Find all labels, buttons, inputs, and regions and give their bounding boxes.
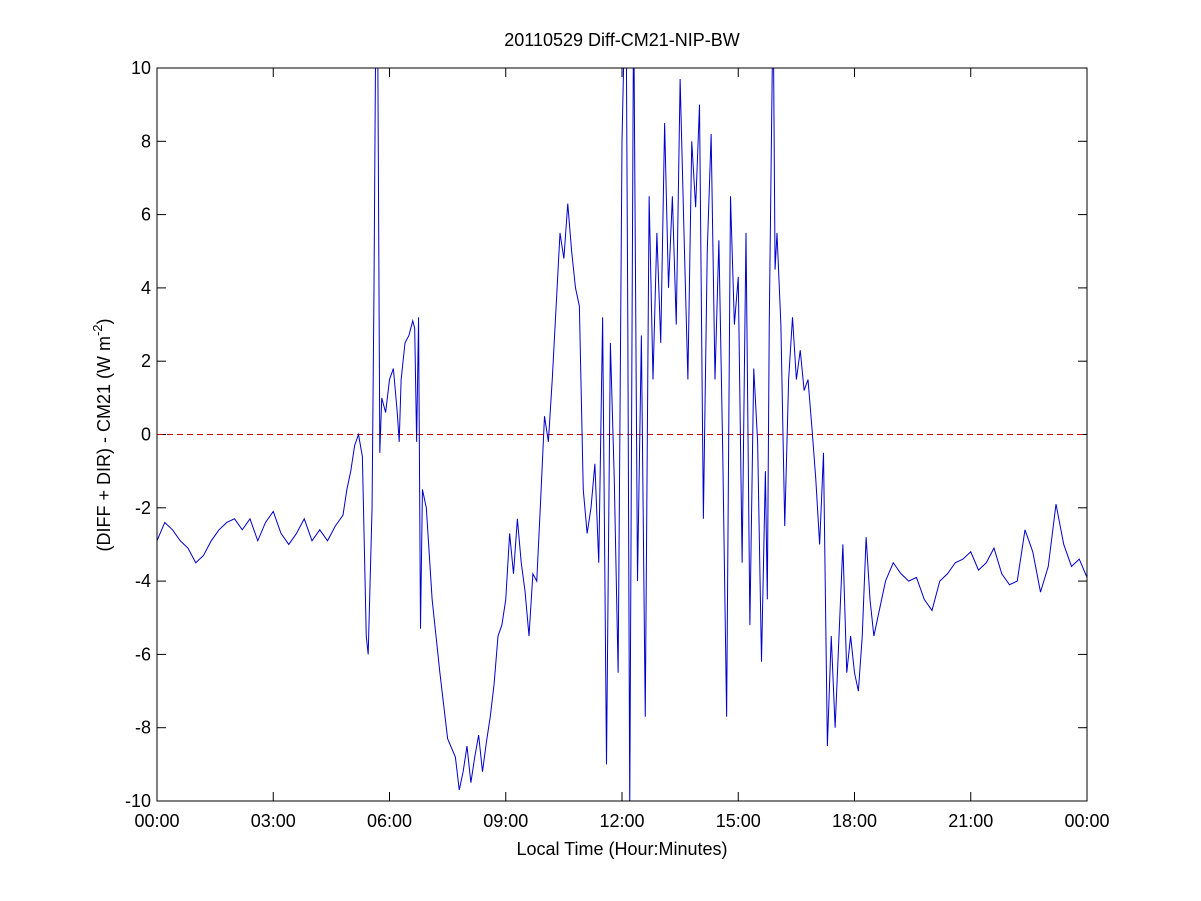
x-tick-label: 18:00 [832,811,877,831]
x-tick-label: 03:00 [251,811,296,831]
x-tick-label: 21:00 [948,811,993,831]
plot-frame [156,67,1088,802]
x-tick-label: 12:00 [599,811,644,831]
x-axis-label: Local Time (Hour:Minutes) [516,839,727,859]
y-tick-label: 10 [131,58,151,78]
y-tick-label: -8 [135,718,151,738]
y-axis-label: (DIFF + DIR) - CM21 (W m-2) [90,318,114,551]
y-tick-label: 4 [141,278,151,298]
y-axis-label-end: ) [94,318,114,324]
x-tick-label: 06:00 [367,811,412,831]
y-tick-label: 6 [141,205,151,225]
y-tick-label: 8 [141,131,151,151]
y-axis-label-superscript: -2 [90,324,105,336]
y-axis-label-text: (DIFF + DIR) - CM21 (W m [94,336,114,551]
chart-title: 20110529 Diff-CM21-NIP-BW [504,30,739,50]
y-tick-label: -6 [135,644,151,664]
y-tick-label: -2 [135,498,151,518]
data-line [157,68,1087,801]
x-tick-label: 00:00 [1064,811,1109,831]
x-tick-label: 15:00 [716,811,761,831]
y-tick-label: -4 [135,571,151,591]
y-tick-label: 2 [141,351,151,371]
x-tick-label: 09:00 [483,811,528,831]
y-tick-label: -10 [125,791,151,811]
y-tick-label: 0 [141,425,151,445]
x-tick-label: 00:00 [134,811,179,831]
